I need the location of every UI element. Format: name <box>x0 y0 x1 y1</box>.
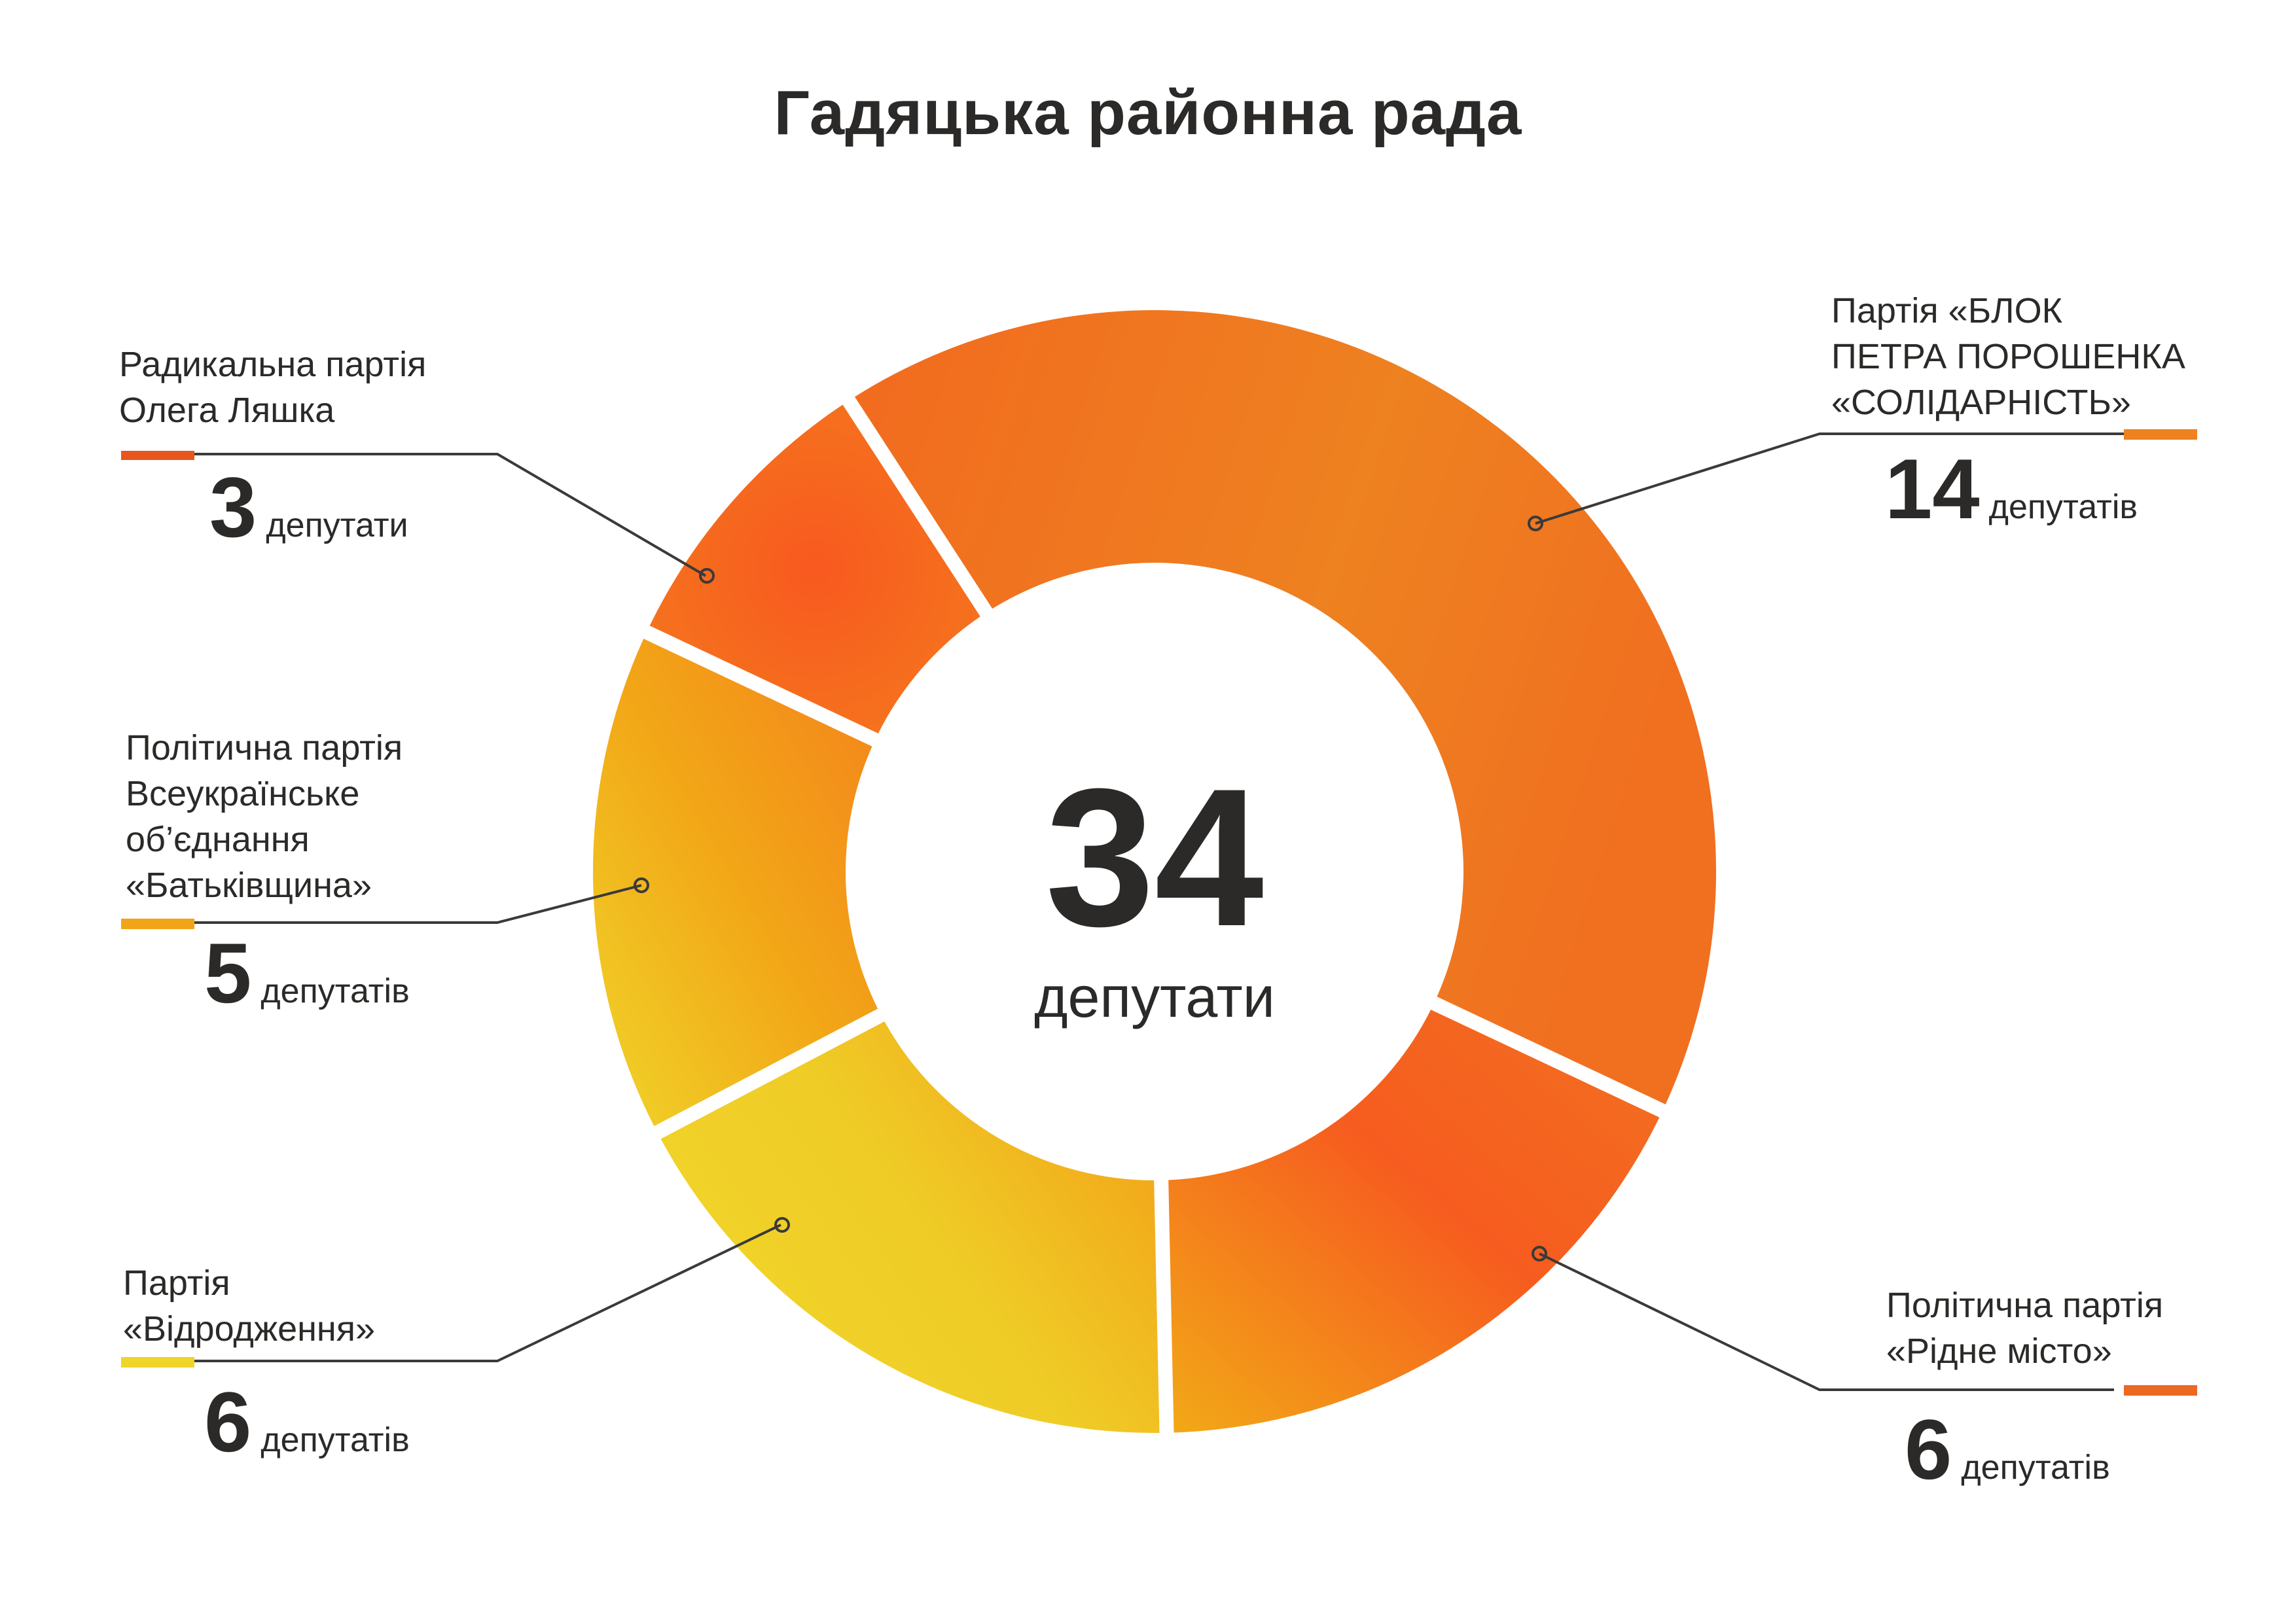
count-number: 6 <box>204 1374 252 1470</box>
total-count: 34 <box>1045 747 1264 967</box>
label-line: «Рідне місто» <box>1886 1332 2112 1371</box>
count-number: 3 <box>209 459 257 555</box>
legend-bar-radical <box>121 451 194 460</box>
label-line: «Відродження» <box>123 1309 376 1349</box>
donut-segments <box>592 310 1716 1433</box>
count-unit: депутатів <box>260 972 410 1010</box>
label-line: ПЕТРА ПОРОШЕНКА <box>1831 337 2185 376</box>
total-unit: депутати <box>1034 964 1275 1029</box>
callout-dot-vidrodzhennia <box>774 1217 790 1233</box>
label-line: Радикальна партія <box>119 345 427 384</box>
callout-bpp <box>1535 432 2124 525</box>
label-radical: Радикальна партія Олега Ляшка <box>119 342 426 433</box>
label-ridne: Політична партія «Рідне місто» <box>1886 1282 2163 1374</box>
label-bpp: Партія «БЛОК ПЕТРА ПОРОШЕНКА «СОЛІДАРНІС… <box>1831 288 2185 425</box>
segment-radical <box>649 404 980 733</box>
label-batkivshchyna: Політична партія Всеукраїнське об’єднанн… <box>126 725 403 908</box>
count-bpp: 14 депутатів <box>1885 440 2138 538</box>
label-vidrodzhennia: Партія «Відродження» <box>123 1260 375 1352</box>
label-line: Олега Ляшка <box>119 391 335 430</box>
count-unit: депутатів <box>1961 1449 2110 1487</box>
chart-title: Гадяцька районна рада <box>774 78 1522 148</box>
callout-dot-radical <box>699 568 715 584</box>
count-vidrodzhennia: 6 депутатів <box>204 1373 410 1471</box>
label-line: «СОЛІДАРНІСТЬ» <box>1831 383 2131 422</box>
label-line: Політична партія <box>126 728 403 768</box>
count-unit: депутатів <box>1988 488 2138 526</box>
segment-vidrodzhennia <box>660 1021 1160 1433</box>
count-number: 14 <box>1885 441 1980 537</box>
legend-bar-ridne <box>2124 1385 2197 1396</box>
label-line: Партія «БЛОК <box>1831 291 2063 330</box>
center-total: 34 депутати <box>958 759 1351 1030</box>
callout-dot-bpp <box>1528 516 1543 531</box>
segment-ridne <box>1168 1010 1660 1433</box>
callout-radical <box>193 453 707 577</box>
callout-dot-ridne <box>1532 1246 1547 1262</box>
callout-vidrodzhennia <box>193 1224 781 1362</box>
count-ridne: 6 депутатів <box>1905 1400 2110 1498</box>
count-batkivshchyna: 5 депутатів <box>204 924 410 1022</box>
callout-ridne <box>1539 1252 2114 1391</box>
legend-bar-vidrodzhennia <box>121 1357 194 1368</box>
label-line: Всеукраїнське <box>126 774 360 813</box>
label-line: об’єднання <box>126 820 310 859</box>
segment-bpp <box>854 310 1716 1104</box>
legend-bar-bpp <box>2124 429 2197 440</box>
segment-batkivshchyna <box>592 639 878 1127</box>
label-line: «Батьківщина» <box>126 866 372 905</box>
label-line: Політична партія <box>1886 1286 2164 1325</box>
count-number: 6 <box>1905 1402 1952 1497</box>
callout-lines <box>193 432 2124 1391</box>
count-unit: депутатів <box>260 1421 410 1459</box>
count-number: 5 <box>204 925 252 1021</box>
callout-dot-batkivshchyna <box>634 877 649 893</box>
count-unit: депутати <box>266 506 408 544</box>
label-line: Партія <box>123 1263 230 1303</box>
callout-batkivshchyna <box>193 884 642 924</box>
count-radical: 3 депутати <box>209 458 408 556</box>
legend-bar-batkivshchyna <box>121 919 194 929</box>
